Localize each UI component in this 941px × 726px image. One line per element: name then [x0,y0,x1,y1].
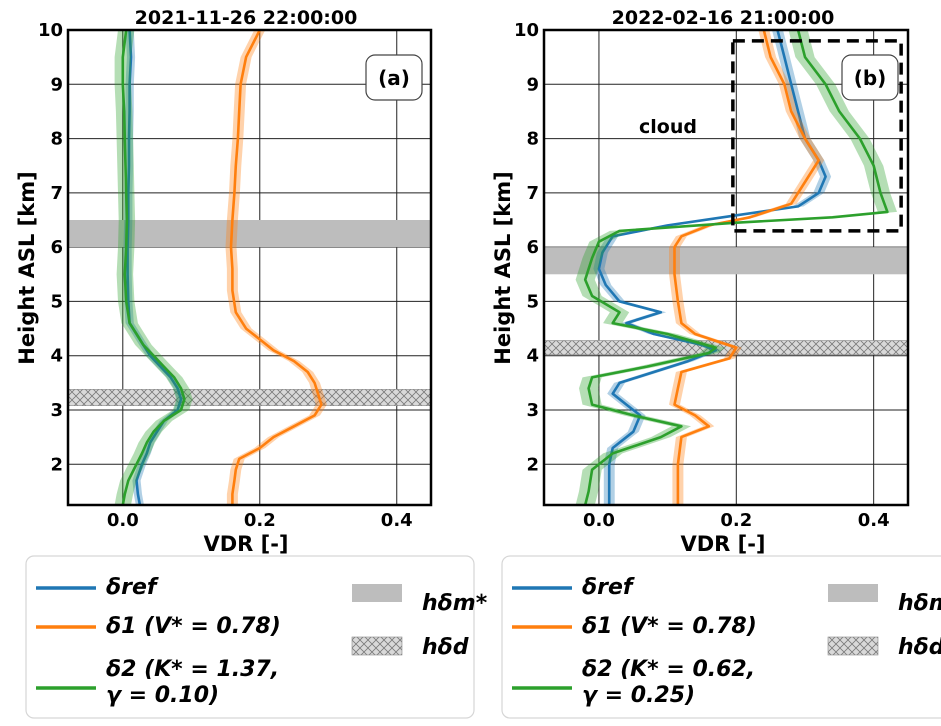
x-tick-label: 0.0 [107,510,139,531]
y-tick-label: 8 [526,129,539,150]
cloud-annotation: cloud [639,116,697,138]
y-tick-label: 10 [38,20,63,41]
legend-a: δref δ1 (V* = 0.78) δ2 (K* = 1.37,γ = 0.10… [25,555,488,719]
x-tick-label: 0.2 [244,510,276,531]
panel-a: 2021-11-26 22:00:00 0.0 0.2 0.42345678910 … [15,7,433,556]
series-line-0 [597,30,827,505]
x-tick-label: 0.4 [381,510,413,531]
y-tick-label: 3 [50,400,63,421]
y-tick-label: 2 [50,454,63,475]
y-tick-label: 9 [50,74,63,95]
y-tick-label: 4 [526,346,539,367]
panel-label: (b) [854,66,887,90]
legend-label: δ1 (V* = 0.78) [582,614,757,639]
x-tick-label: 0.2 [720,510,752,531]
legend-shaded-swatch [352,584,402,602]
chart-title: 2022-02-16 21:00:00 [612,7,835,29]
series-line-2 [121,30,186,505]
x-axis-label: VDR [-] [680,532,765,556]
y-tick-label: 6 [50,237,63,258]
legend-band-label: hδm* [898,591,941,616]
series-line-2 [583,30,889,505]
legend-band-label: hδd [898,635,941,660]
series-group [575,30,897,505]
x-axis-label: VDR [-] [203,532,288,556]
y-tick-label: 4 [50,346,63,367]
bands [543,247,909,355]
cloud-box [731,39,903,233]
legend-label: δ1 (V* = 0.78) [106,614,281,639]
panel-label: (a) [378,66,410,90]
legend-band-label: hδd [422,635,469,660]
hatched-band [67,389,432,406]
legend-label: γ = 0.10) [106,683,219,708]
legend-hatched-swatch [827,636,879,656]
legend-label: δ2 (K* = 1.37, [106,657,279,682]
y-tick-label: 9 [526,74,539,95]
legend-shaded-swatch [828,584,878,602]
y-tick-label: 7 [50,183,63,204]
series-envelope-2 [114,30,193,505]
x-tick-label: 0.4 [858,510,890,531]
series-line-1 [229,30,323,505]
ticks: 0.0 0.2 0.4 2 3 4 5 6 7 8 9 10 [514,20,890,531]
y-tick-label: 8 [50,129,63,150]
y-axis-label: Height ASL [km] [491,171,515,364]
ticks: 0.0 0.2 0.4 2 3 4 5 6 7 8 9 10 [38,20,413,531]
y-tick-label: 6 [526,237,539,258]
y-tick-label: 5 [50,291,63,312]
panel-label-badge: (b) [841,54,899,101]
legend-hatched-swatch [351,636,403,656]
legend-label: δref [582,575,635,600]
panel-b: 2022-02-16 21:00:00 0.0 0.2 0.42345678910 … [491,7,910,556]
legend-label: δref [106,575,159,600]
legend-b: δref δ1 (V* = 0.78) δ2 (K* = 0.62,γ = 0.25… [501,555,941,719]
chart-title: 2021-11-26 22:00:00 [135,7,358,29]
y-axis-label: Height ASL [km] [15,171,39,364]
y-tick-label: 3 [526,400,539,421]
series-group [114,30,327,505]
panel-label-badge: (a) [365,54,423,101]
y-tick-label: 5 [526,291,539,312]
legend-band-label: hδm* [422,591,488,616]
y-tick-label: 7 [526,183,539,204]
series-line-1 [673,30,821,505]
plot-frame [66,28,433,507]
y-tick-label: 2 [526,454,539,475]
y-tick-label: 10 [514,20,539,41]
legend-label: δ2 (K* = 0.62, [582,657,755,682]
x-tick-label: 0.0 [583,510,615,531]
plot-frame [542,28,910,507]
shaded-band [544,247,908,275]
legend-label: γ = 0.25) [582,683,695,708]
